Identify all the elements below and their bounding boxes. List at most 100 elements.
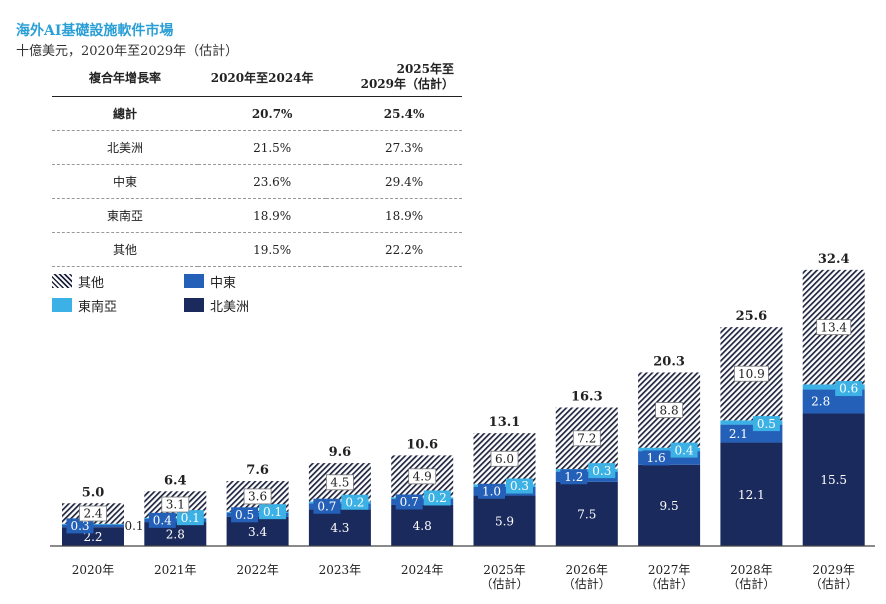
data-label-other: 7.2	[577, 431, 596, 445]
data-label-other: 10.9	[738, 367, 765, 381]
data-label-other: 6.0	[495, 452, 514, 466]
data-label-total: 13.1	[489, 415, 521, 430]
data-label-southeast-asia-bg	[506, 478, 533, 494]
cagr-row-value-2020-2024: 18.9%	[198, 198, 327, 233]
legend-label-southeast-asia: 東南亞	[78, 299, 118, 315]
data-label-north-america: 5.9	[495, 514, 514, 528]
data-label-total: 25.6	[736, 309, 768, 324]
bar-segment-southeast-asia	[720, 420, 783, 425]
data-label-southeast-asia: 0.3	[510, 479, 529, 493]
x-tick-label: 2020年	[72, 563, 115, 577]
legend-item-north-america: 北美洲	[184, 296, 250, 315]
cagr-row-value-2025-2029: 29.4%	[326, 164, 462, 199]
cagr-row-middle-east: 中東 23.6% 29.4%	[52, 164, 462, 199]
cagr-row-value-2025-2029: 22.2%	[326, 232, 462, 267]
data-label-north-america: 4.3	[330, 521, 349, 535]
data-label-southeast-asia-bg	[176, 510, 204, 526]
cagr-header-2025-2029-line2: 2029年（估計）	[360, 77, 454, 91]
x-tick-label: 2022年	[236, 563, 279, 577]
chart-title: 海外AI基礎設施軟件市場	[16, 23, 174, 39]
data-label-middle-east-bg	[148, 512, 176, 528]
cagr-row-value-2020-2024: 20.7%	[198, 96, 327, 131]
data-label-north-america: 3.4	[248, 525, 267, 539]
cagr-row-region: 東南亞	[52, 198, 199, 233]
data-label-middle-east-bg	[313, 498, 341, 514]
data-label-southeast-asia: 0.4	[675, 443, 694, 457]
cagr-row-total: 總計 20.7% 25.4%	[52, 96, 462, 131]
x-tick-label: 2027年	[648, 563, 691, 577]
data-label-southeast-asia: 0.2	[428, 491, 447, 505]
bar-segment-north-america	[144, 522, 207, 546]
cagr-header-2020-2024: 2020年至2024年	[198, 58, 327, 97]
x-tick-label: （估計）	[727, 576, 775, 591]
data-label-other-bg	[490, 450, 519, 467]
data-label-southeast-asia: 0.3	[592, 464, 611, 478]
legend-item-southeast-asia: 東南亞	[52, 296, 118, 315]
data-label-southeast-asia-bg	[835, 381, 863, 397]
data-label-middle-east-bg	[66, 518, 94, 534]
cagr-row-other: 其他 19.5% 22.2%	[52, 232, 462, 267]
bar-segment-north-america	[638, 464, 701, 546]
cagr-row-value-2025-2029: 27.3%	[326, 130, 462, 165]
legend-label-north-america: 北美洲	[210, 299, 250, 315]
cagr-table-header: 複合年增長率 2020年至2024年 2025年至 2029年（估計）	[52, 58, 462, 97]
data-label-middle-east-bg	[724, 426, 752, 442]
cagr-header-2025-2029: 2025年至 2029年（估計）	[326, 58, 462, 97]
x-tick-label: 2026年	[566, 563, 609, 577]
data-label-middle-east: 1.0	[482, 484, 501, 498]
cagr-row-value-2020-2024: 19.5%	[198, 232, 327, 267]
cagr-row-value-2020-2024: 23.6%	[198, 164, 327, 199]
data-label-other-bg	[734, 365, 769, 382]
data-label-other-bg	[79, 505, 107, 522]
x-tick-label: 2025年	[483, 563, 526, 577]
data-label-total: 7.6	[246, 463, 269, 478]
data-label-other-bg	[161, 496, 190, 513]
data-label-total: 32.4	[818, 252, 850, 267]
bar-segment-north-america	[308, 509, 371, 546]
legend-swatch-southeast-asia	[52, 298, 72, 312]
bar-segment-north-america	[555, 481, 618, 546]
legend-swatch-north-america	[184, 298, 204, 312]
data-label-southeast-asia: 0.1	[181, 511, 200, 525]
cagr-header-2025-2029-line1: 2025年至	[396, 62, 454, 76]
cagr-row-southeast-asia: 東南亞 18.9% 18.9%	[52, 198, 462, 233]
data-label-southeast-asia: 0.2	[345, 495, 364, 509]
data-label-north-america: 12.1	[738, 488, 765, 502]
data-label-middle-east: 0.5	[235, 508, 254, 522]
data-label-middle-east-bg	[642, 450, 670, 466]
data-label-middle-east: 0.7	[317, 499, 336, 513]
data-label-other: 8.8	[660, 403, 679, 417]
chart-subtitle: 十億美元，2020年至2029年（估計）	[16, 44, 239, 59]
data-label-north-america: 2.8	[166, 528, 185, 542]
data-label-middle-east-bg	[478, 483, 505, 499]
data-label-middle-east-bg	[231, 507, 259, 523]
data-label-total: 6.4	[164, 473, 187, 488]
data-label-north-america: 15.5	[820, 473, 847, 487]
chart-legend: 其他 中東 東南亞 北美洲	[52, 272, 292, 322]
data-label-southeast-asia: 0.1	[124, 519, 143, 533]
data-label-total: 9.6	[329, 445, 352, 460]
cagr-row-north-america: 北美洲 21.5% 27.3%	[52, 130, 462, 165]
legend-swatch-other	[52, 274, 72, 288]
data-label-other: 13.4	[820, 320, 847, 334]
data-label-other-bg	[572, 430, 601, 447]
data-label-southeast-asia: 0.1	[263, 505, 282, 519]
data-label-other: 4.9	[413, 470, 432, 484]
data-label-middle-east-bg	[560, 469, 588, 485]
data-label-other-bg	[816, 319, 852, 336]
bar-segment-north-america	[720, 442, 783, 546]
data-label-north-america: 7.5	[577, 507, 596, 521]
data-label-southeast-asia-bg	[423, 490, 451, 506]
legend-item-other: 其他	[52, 272, 104, 291]
data-label-middle-east: 0.4	[153, 514, 172, 528]
data-label-middle-east: 2.8	[811, 395, 830, 409]
x-tick-label: （估計）	[810, 576, 858, 591]
cagr-row-value-2025-2029: 18.9%	[326, 198, 462, 233]
x-tick-label: 2028年	[730, 563, 773, 577]
cagr-row-region: 北美洲	[52, 130, 199, 165]
data-label-southeast-asia-bg	[670, 442, 698, 458]
data-label-total: 16.3	[571, 390, 603, 405]
x-tick-label: 2029年	[812, 563, 855, 577]
data-label-middle-east-bg	[807, 394, 835, 410]
